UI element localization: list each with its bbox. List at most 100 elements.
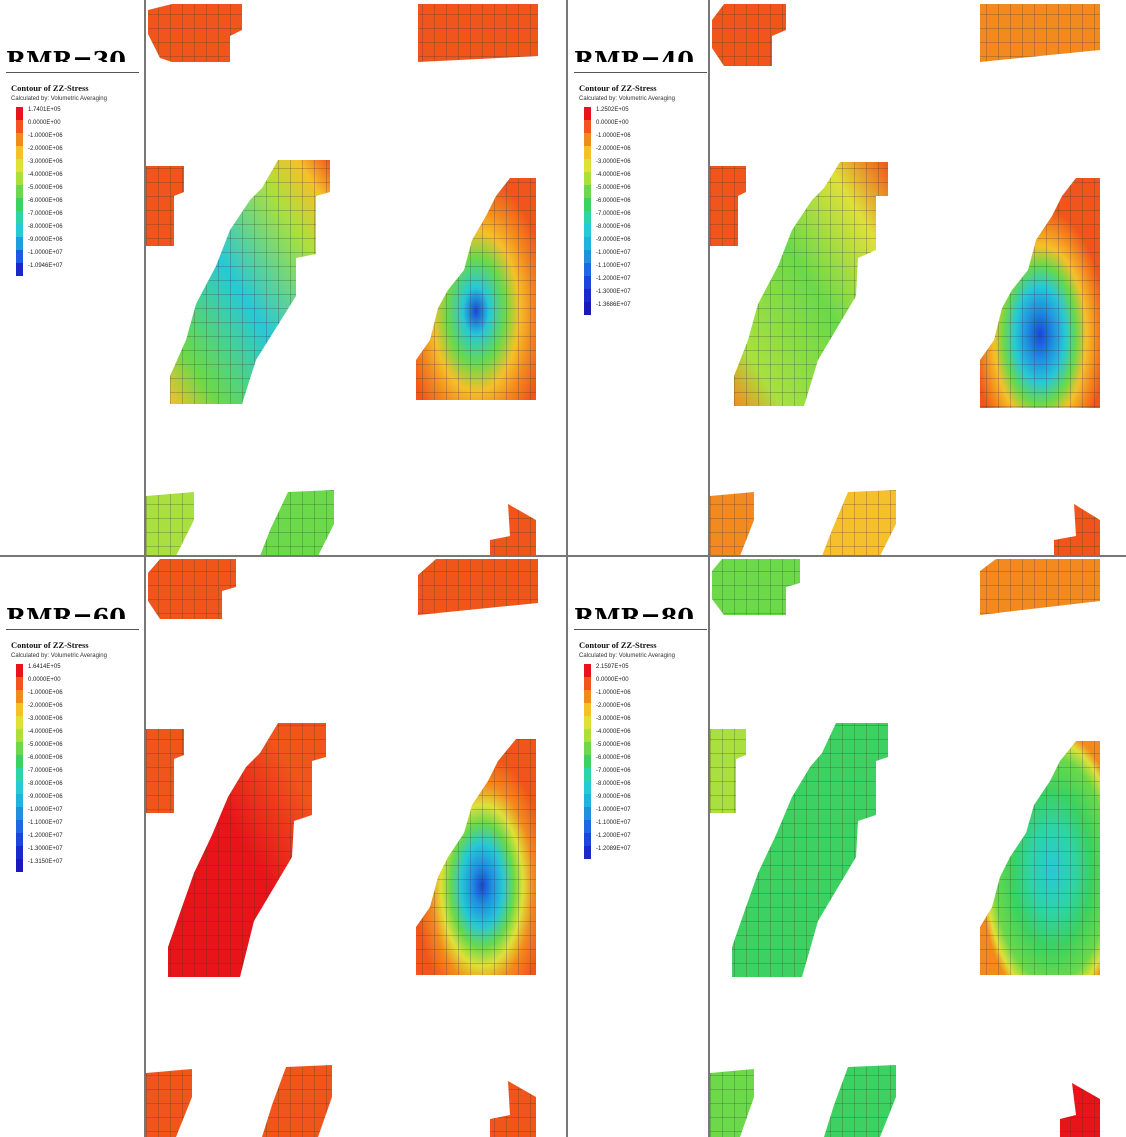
legend-swatch	[584, 820, 591, 833]
legend-value: -7.0000E+06	[596, 768, 631, 774]
legend-subtitle: Calculated by: Volumetric Averaging	[11, 653, 107, 659]
plot-frame-line	[708, 557, 710, 1137]
plot-frame-line	[144, 557, 146, 1137]
legend-swatch	[16, 859, 23, 872]
legend-value: -6.0000E+06	[28, 198, 63, 204]
legend-swatch	[584, 677, 591, 690]
legend-swatch	[584, 729, 591, 742]
legend-value: -1.0000E+07	[28, 807, 63, 813]
legend-swatch	[16, 107, 23, 120]
legend-swatch	[584, 146, 591, 159]
legend-swatch	[584, 198, 591, 211]
panel-rmr-40: RMR=40 Contour of ZZ-Stress Calculated b…	[568, 0, 1126, 555]
legend-rule	[6, 629, 139, 630]
legend-swatch	[16, 237, 23, 250]
legend-swatch	[16, 729, 23, 742]
contour-plot	[146, 557, 566, 1137]
legend-value: 0.0000E+00	[596, 120, 629, 126]
legend-value: -1.2000E+07	[596, 276, 631, 282]
legend-value: -4.0000E+06	[28, 172, 63, 178]
legend-value: -4.0000E+06	[596, 729, 631, 735]
panel-title: RMR=40	[574, 46, 694, 62]
legend-swatch	[16, 794, 23, 807]
legend-value: -7.0000E+06	[28, 768, 63, 774]
legend-value: 0.0000E+00	[596, 677, 629, 683]
legend-swatch	[16, 133, 23, 146]
legend-swatch	[584, 302, 591, 315]
legend-swatch	[584, 185, 591, 198]
legend-value: 1.7401E+05	[28, 107, 61, 113]
legend-title: Contour of ZZ-Stress	[579, 83, 657, 93]
legend-swatch	[16, 250, 23, 263]
legend-value: -1.2089E+07	[596, 846, 631, 852]
legend-swatch	[584, 781, 591, 794]
panel-title: RMR=30	[6, 46, 126, 62]
contour-svg	[146, 4, 538, 555]
legend-value: -2.0000E+06	[596, 146, 631, 152]
legend-value: -1.0000E+07	[596, 807, 631, 813]
legend-value: -1.0000E+07	[596, 250, 631, 256]
legend-value: -1.3150E+07	[28, 859, 63, 865]
legend-value: -2.0000E+06	[28, 146, 63, 152]
legend-swatch	[16, 742, 23, 755]
legend-swatch	[16, 172, 23, 185]
legend-value: -2.0000E+06	[596, 703, 631, 709]
legend-value: -3.0000E+06	[28, 716, 63, 722]
legend-area: RMR=60 Contour of ZZ-Stress Calculated b…	[0, 557, 145, 1137]
panel-title: RMR=80	[574, 603, 694, 619]
legend-swatch	[16, 263, 23, 276]
legend-value: -5.0000E+06	[596, 742, 631, 748]
legend-value: -8.0000E+06	[28, 224, 63, 230]
legend-value: -1.0000E+06	[596, 690, 631, 696]
legend-value: -1.2000E+07	[596, 833, 631, 839]
legend-swatch	[16, 807, 23, 820]
legend-subtitle: Calculated by: Volumetric Averaging	[579, 96, 675, 102]
legend-swatch	[16, 703, 23, 716]
legend-swatch	[584, 703, 591, 716]
legend-subtitle: Calculated by: Volumetric Averaging	[11, 96, 107, 102]
legend-swatch	[584, 120, 591, 133]
legend-value: -3.0000E+06	[596, 159, 631, 165]
legend-value: -6.0000E+06	[28, 755, 63, 761]
legend-swatch	[16, 664, 23, 677]
legend-swatch	[584, 276, 591, 289]
legend-swatch	[16, 846, 23, 859]
legend-swatch	[584, 172, 591, 185]
legend-value: -1.3686E+07	[596, 302, 631, 308]
legend-value: -1.0000E+07	[28, 250, 63, 256]
legend-swatch	[16, 211, 23, 224]
legend-title: Contour of ZZ-Stress	[11, 640, 89, 650]
legend-swatch	[16, 185, 23, 198]
legend-swatch	[584, 794, 591, 807]
legend-value: -8.0000E+06	[28, 781, 63, 787]
legend-value: -9.0000E+06	[596, 237, 631, 243]
legend-swatch	[584, 768, 591, 781]
legend-swatch	[584, 289, 591, 302]
legend-swatch	[16, 716, 23, 729]
legend-value: -1.0000E+06	[28, 133, 63, 139]
legend-swatch	[584, 107, 591, 120]
legend-value: -1.1000E+07	[596, 820, 631, 826]
legend-swatch	[584, 807, 591, 820]
vertical-divider	[566, 0, 568, 1137]
legend-subtitle: Calculated by: Volumetric Averaging	[579, 653, 675, 659]
legend-swatch	[584, 159, 591, 172]
legend-value: -3.0000E+06	[596, 716, 631, 722]
legend-swatch	[584, 755, 591, 768]
legend-swatch	[16, 677, 23, 690]
legend-value: -4.0000E+06	[28, 729, 63, 735]
legend-swatch	[584, 133, 591, 146]
legend-swatch	[584, 224, 591, 237]
legend-value: -4.0000E+06	[596, 172, 631, 178]
legend-rule	[574, 72, 707, 73]
legend-swatch	[16, 768, 23, 781]
legend-swatch	[584, 263, 591, 276]
legend-value: -9.0000E+06	[28, 237, 63, 243]
legend-swatch	[16, 820, 23, 833]
legend-swatch	[584, 833, 591, 846]
legend-value: -5.0000E+06	[28, 742, 63, 748]
legend-swatch	[16, 159, 23, 172]
legend-value: 0.0000E+00	[28, 120, 61, 126]
panel-rmr-80: RMR=80 Contour of ZZ-Stress Calculated b…	[568, 557, 1126, 1137]
legend-swatch	[16, 755, 23, 768]
